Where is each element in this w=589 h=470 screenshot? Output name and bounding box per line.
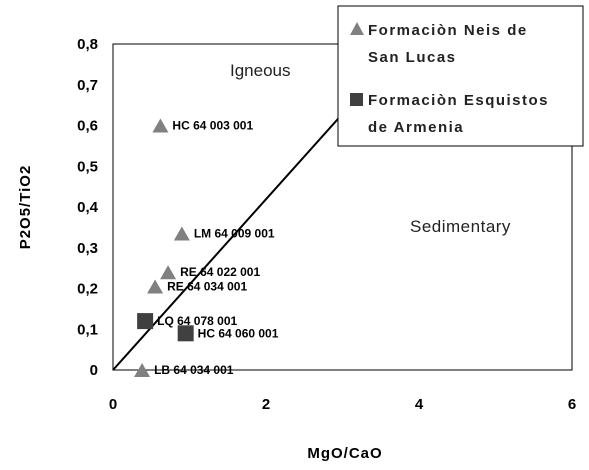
data-points: HC 64 003 001 LM 64 009 001 RE 64 022 001R… <box>134 118 279 377</box>
legend-marker-square <box>350 93 363 106</box>
y-axis-ticks: 0 0,1 0,2 0,3 0,4 0,5 0,6 0,7 0,8 <box>77 36 99 379</box>
y-tick-label: 0 <box>90 362 98 379</box>
x-tick-label: 2 <box>262 396 270 413</box>
legend-label-series2-line1: Formaciòn Esquistos <box>368 92 549 109</box>
data-point-triangle <box>134 363 151 377</box>
data-point-label: RE 64 022 001 <box>180 265 260 279</box>
data-point-square <box>177 325 194 342</box>
region-label-igneous: Igneous <box>230 61 291 80</box>
y-tick-label: 0,4 <box>77 199 99 216</box>
divider-line <box>112 100 355 371</box>
data-point-triangle <box>173 226 190 241</box>
legend: Formaciòn Neis de San Lucas Formaciòn Es… <box>337 5 584 147</box>
y-tick-label: 0,5 <box>77 158 98 175</box>
legend-label-series1-line1: Formaciòn Neis de <box>368 22 528 39</box>
data-point-label: LM 64 009 001 <box>194 226 275 240</box>
data-point-label: HC 64 060 001 <box>198 326 279 340</box>
x-tick-label: 4 <box>415 396 424 413</box>
x-axis-title: MgO/CaO <box>307 445 382 462</box>
y-tick-label: 0,7 <box>77 77 98 94</box>
data-point-triangle <box>147 279 164 294</box>
x-tick-label: 6 <box>568 396 576 413</box>
data-point-label: LB 64 034 001 <box>154 363 234 377</box>
y-tick-label: 0,1 <box>77 321 98 338</box>
data-point-triangle <box>160 265 177 280</box>
data-point-square <box>137 313 154 330</box>
data-point-label: RE 64 034 001 <box>167 279 247 293</box>
y-tick-label: 0,3 <box>77 240 98 257</box>
y-tick-label: 0,8 <box>77 36 98 53</box>
data-point-label: HC 64 003 001 <box>172 119 253 133</box>
legend-box <box>337 5 584 147</box>
data-point-triangle <box>152 118 169 133</box>
y-tick-label: 0,2 <box>77 281 98 298</box>
legend-label-series2-line2: de Armenia <box>368 119 464 136</box>
legend-label-series1-line2: San Lucas <box>368 49 457 66</box>
y-tick-label: 0,6 <box>77 118 98 135</box>
y-axis-title: P2O5/TiO2 <box>17 165 34 250</box>
legend-marker-triangle <box>350 22 364 35</box>
data-point-label: LQ 64 078 001 <box>157 314 237 328</box>
region-label-sedimentary: Sedimentary <box>410 217 511 236</box>
x-tick-label: 0 <box>109 396 117 413</box>
x-axis-ticks: 0 2 4 6 <box>109 396 576 413</box>
